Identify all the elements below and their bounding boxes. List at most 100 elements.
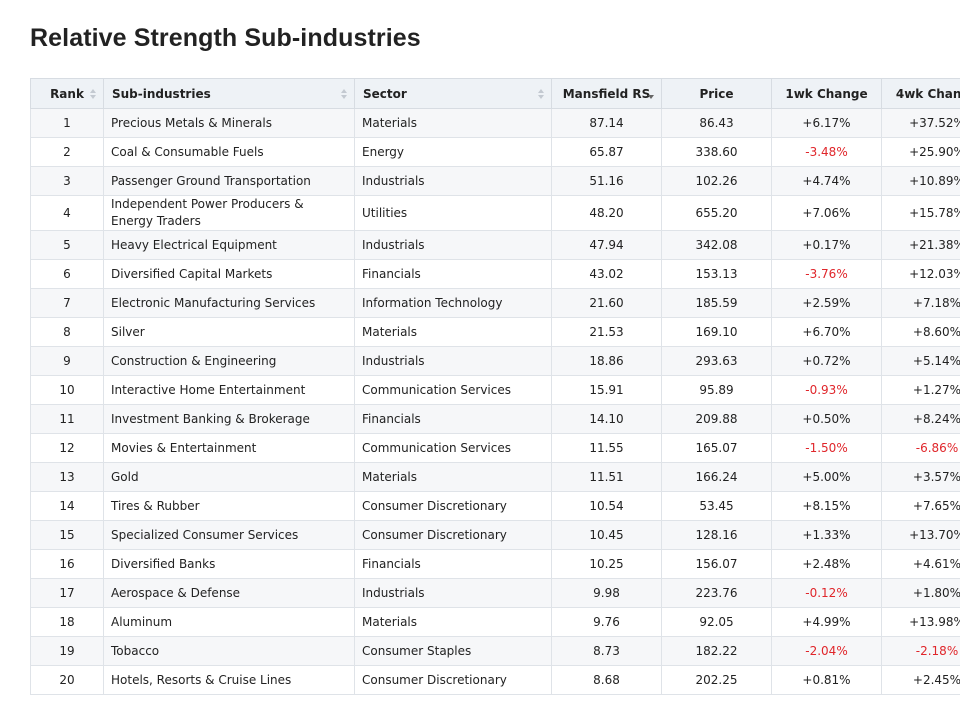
table-cell: -0.93% [771,375,882,405]
table-cell: 1 [30,108,104,138]
table-row[interactable]: 7 Electronic Manufacturing Services Inform… [30,288,960,318]
table-cell: 156.07 [661,549,772,579]
table-cell: 169.10 [661,317,772,347]
table-cell: Hotels, Resorts & Cruise Lines [103,665,355,695]
table-cell: 14.10 [551,404,662,434]
column-header[interactable]: 4wk Change [881,78,960,109]
table-row[interactable]: 2 Coal & Consumable Fuels Energy 65.87 338.6… [30,137,960,167]
table-cell: Silver [103,317,355,347]
table-cell: +13.98% [881,607,960,637]
table-cell: 293.63 [661,346,772,376]
table-row[interactable]: 8 Silver Materials 21.53 169.10 +6.70% +8.60% [30,317,960,347]
table-cell: +25.90% [881,137,960,167]
table-row[interactable]: 17 Aerospace & Defense Industrials 9.98 223.… [30,578,960,608]
table-cell: +0.50% [771,404,882,434]
table-cell: +4.61% [881,549,960,579]
table-cell: 48.20 [551,195,662,231]
table-row[interactable]: 12 Movies & Entertainment Communication Se… [30,433,960,463]
table-row[interactable]: 9 Construction & Engineering Industrials 18… [30,346,960,376]
table-cell: +6.17% [771,108,882,138]
column-header-label: Price [699,86,734,101]
table-cell: Movies & Entertainment [103,433,355,463]
table-cell: +5.14% [881,346,960,376]
column-header[interactable]: Sector [354,78,552,109]
table-cell: +1.33% [771,520,882,550]
table-row[interactable]: 18 Aluminum Materials 9.76 92.05 +4.99% +13.98… [30,607,960,637]
table-cell: +15.78% [881,195,960,231]
sort-icon[interactable] [647,87,655,101]
table-cell: 65.87 [551,137,662,167]
table-cell: Construction & Engineering [103,346,355,376]
table-cell: +4.99% [771,607,882,637]
table-row[interactable]: 4 Independent Power Producers & Energy Tr… [30,195,960,231]
table-cell: Materials [354,462,552,492]
table-cell: 2 [30,137,104,167]
table-cell: +13.70% [881,520,960,550]
table-row[interactable]: 10 Interactive Home Entertainment Communic… [30,375,960,405]
table-cell: Materials [354,607,552,637]
column-header[interactable]: Price [661,78,772,109]
table-container: Rank Sub-industries Sector Mansfield RS Pric… [30,78,960,714]
sort-icon[interactable] [340,87,348,101]
table-cell: 51.16 [551,166,662,196]
table-cell: 11.55 [551,433,662,463]
table-cell: 202.25 [661,665,772,695]
column-header[interactable]: Sub-industries [103,78,355,109]
table-cell: Passenger Ground Transportation [103,166,355,196]
table-row[interactable]: 6 Diversified Capital Markets Financials 43… [30,259,960,289]
table-cell: Industrials [354,578,552,608]
table-cell: Heavy Electrical Equipment [103,230,355,260]
table-cell: 8.68 [551,665,662,695]
table-cell: 15 [30,520,104,550]
table-cell: Coal & Consumable Fuels [103,137,355,167]
table-row[interactable]: 20 Hotels, Resorts & Cruise Lines Consumer… [30,665,960,695]
sort-icon[interactable] [537,87,545,101]
table-row[interactable]: 3 Passenger Ground Transportation Industri… [30,166,960,196]
table-row[interactable]: 14 Tires & Rubber Consumer Discretionary 10… [30,491,960,521]
table-cell: +7.65% [881,491,960,521]
table-cell: 7 [30,288,104,318]
table-row[interactable]: 5 Heavy Electrical Equipment Industrials 47… [30,230,960,260]
table-cell: 166.24 [661,462,772,492]
column-header[interactable]: 1wk Change [771,78,882,109]
table-cell: 92.05 [661,607,772,637]
column-header-label: Sub-industries [112,86,211,101]
column-header[interactable]: Rank [30,78,104,109]
table-cell: +8.60% [881,317,960,347]
table-cell: Investment Banking & Brokerage [103,404,355,434]
table-cell: 185.59 [661,288,772,318]
table-cell: +10.89% [881,166,960,196]
table-cell: 53.45 [661,491,772,521]
sort-icon[interactable] [89,87,97,101]
table-cell: 16 [30,549,104,579]
table-cell: 18 [30,607,104,637]
table-cell: 182.22 [661,636,772,666]
table-cell: 14 [30,491,104,521]
table-cell: +1.27% [881,375,960,405]
table-cell: Specialized Consumer Services [103,520,355,550]
column-header[interactable]: Mansfield RS [551,78,662,109]
table-cell: 10.54 [551,491,662,521]
table-cell: -3.76% [771,259,882,289]
table-cell: +7.18% [881,288,960,318]
table-cell: 209.88 [661,404,772,434]
table-row[interactable]: 16 Diversified Banks Financials 10.25 156.07… [30,549,960,579]
table-cell: 17 [30,578,104,608]
table-cell: Financials [354,259,552,289]
table-cell: +3.57% [881,462,960,492]
table-row[interactable]: 1 Precious Metals & Minerals Materials 87.1… [30,108,960,138]
table-cell: 9.76 [551,607,662,637]
table-row[interactable]: 15 Specialized Consumer Services Consumer … [30,520,960,550]
table-cell: 86.43 [661,108,772,138]
table-cell: +4.74% [771,166,882,196]
table-cell: +21.38% [881,230,960,260]
table-row[interactable]: 19 Tobacco Consumer Staples 8.73 182.22 -2.04… [30,636,960,666]
table-row[interactable]: 11 Investment Banking & Brokerage Financia… [30,404,960,434]
table-cell: +2.45% [881,665,960,695]
table-cell: 3 [30,166,104,196]
table-row[interactable]: 13 Gold Materials 11.51 166.24 +5.00% +3.57% [30,462,960,492]
table-cell: 87.14 [551,108,662,138]
table-body: 1 Precious Metals & Minerals Materials 87.1… [30,108,960,695]
table-cell: Information Technology [354,288,552,318]
table-cell: +0.72% [771,346,882,376]
